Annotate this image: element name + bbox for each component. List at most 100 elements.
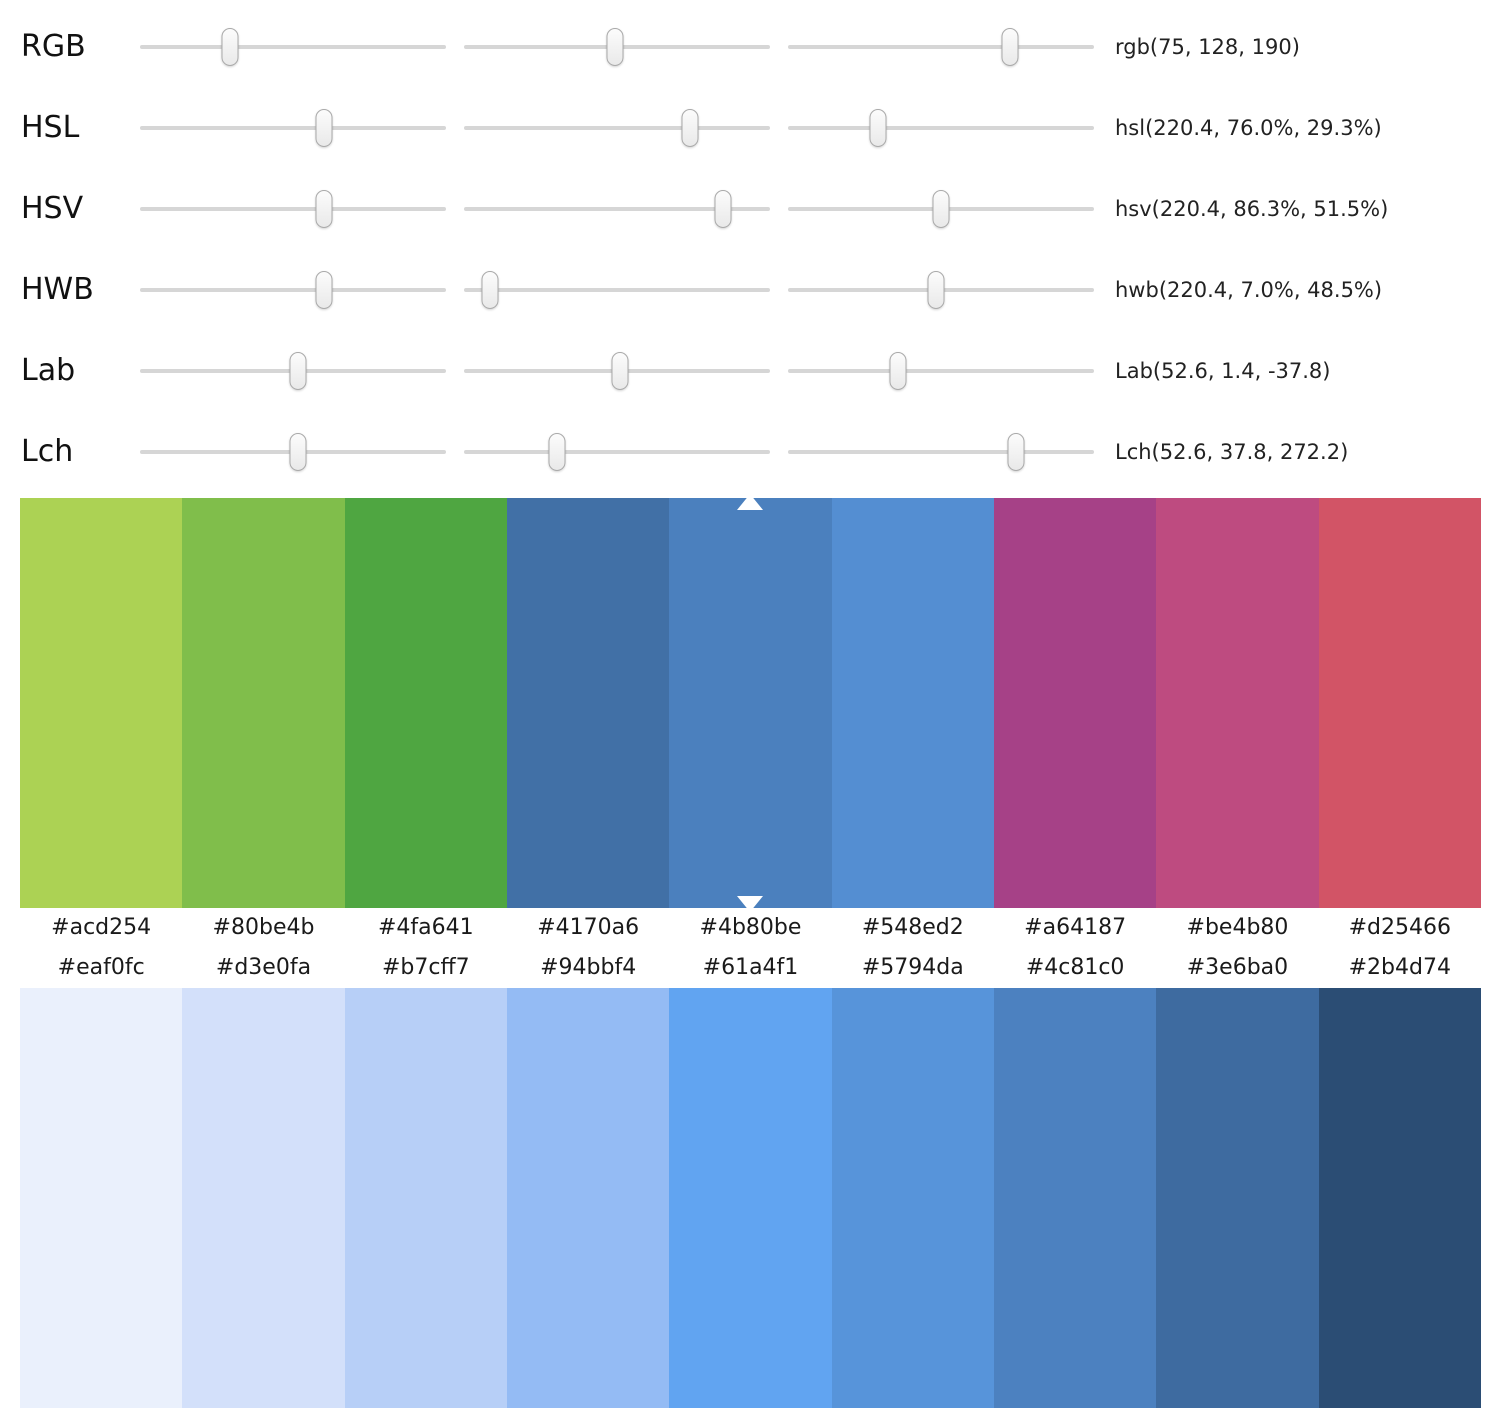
slider-track[interactable] (140, 206, 446, 211)
palette-swatch-a64187[interactable] (993, 498, 1157, 908)
slider-thumb[interactable] (889, 351, 907, 390)
palette-swatch-d3e0fa[interactable] (182, 988, 345, 1408)
palette-swatch-4170a6[interactable] (506, 498, 670, 908)
slider-thumb[interactable] (289, 351, 307, 390)
swatch-hex-label: #a64187 (1024, 915, 1127, 940)
shade-palette-hex-labels: #eaf0fc #d3e0fa #b7cff7 #94bbf4 #61a4f1 #5794… (20, 948, 1481, 988)
slider-thumb[interactable] (481, 270, 499, 309)
palette-swatch-4b80be[interactable] (669, 494, 832, 912)
swatch-hex-label: #4170a6 (537, 915, 640, 940)
palette-swatch-61a4f1[interactable] (669, 988, 832, 1408)
palette-swatch-acd254[interactable] (20, 498, 183, 908)
slider-thumb[interactable] (315, 108, 333, 147)
selected-swatch-marker-top-icon (737, 494, 764, 510)
slider-value-hsl: hsl(220.4, 76.0%, 29.3%) (1115, 115, 1382, 140)
slider-track[interactable] (788, 449, 1094, 454)
slider-row-hsl: HSL hsl(220.4, 76.0%, 29.3%) (0, 87, 1501, 168)
slider-panel: RGB rgb(75, 128, 190) HSL hsl(220.4, 76.0%,… (0, 0, 1501, 492)
slider-hsl-channel-1[interactable] (140, 104, 446, 152)
palette-swatch-d25466[interactable] (1318, 498, 1481, 908)
slider-thumb[interactable] (869, 108, 887, 147)
palette-swatch-3e6ba0[interactable] (1156, 988, 1319, 1408)
palette-swatch-b7cff7[interactable] (344, 988, 507, 1408)
slider-group-hwb (140, 266, 1094, 314)
hue-palette-hex-labels: #acd254 #80be4b #4fa641 #4170a6 #4b80be #548e… (20, 908, 1481, 948)
slider-row-label-lch: Lch (21, 434, 74, 469)
slider-thumb[interactable] (221, 27, 239, 66)
slider-lab-channel-3[interactable] (788, 347, 1094, 395)
slider-track[interactable] (464, 206, 770, 211)
slider-value-rgb: rgb(75, 128, 190) (1115, 34, 1300, 59)
slider-hsv-channel-3[interactable] (788, 185, 1094, 233)
slider-lch-channel-1[interactable] (140, 428, 446, 476)
slider-group-rgb (140, 23, 1094, 71)
slider-rgb-channel-1[interactable] (140, 23, 446, 71)
palette-swatch-be4b80[interactable] (1156, 498, 1319, 908)
palette-swatch-4fa641[interactable] (344, 498, 507, 908)
slider-group-hsl (140, 104, 1094, 152)
palette-swatch-eaf0fc[interactable] (20, 988, 183, 1408)
swatch-hex-label: #4fa641 (377, 915, 474, 940)
palette-swatch-548ed2[interactable] (831, 498, 994, 908)
slider-hsv-channel-1[interactable] (140, 185, 446, 233)
slider-thumb[interactable] (548, 432, 566, 471)
slider-hwb-channel-1[interactable] (140, 266, 446, 314)
slider-lch-channel-3[interactable] (788, 428, 1094, 476)
selected-swatch-marker-bottom-icon (737, 896, 764, 912)
slider-thumb[interactable] (611, 351, 629, 390)
slider-hwb-channel-2[interactable] (464, 266, 770, 314)
palette-swatch-80be4b[interactable] (182, 498, 345, 908)
slider-thumb[interactable] (1007, 432, 1025, 471)
slider-rgb-channel-3[interactable] (788, 23, 1094, 71)
slider-track[interactable] (140, 125, 446, 130)
hue-palette (20, 494, 1481, 912)
slider-lch-channel-2[interactable] (464, 428, 770, 476)
slider-row-rgb: RGB rgb(75, 128, 190) (0, 6, 1501, 87)
slider-thumb[interactable] (606, 27, 624, 66)
slider-hsl-channel-2[interactable] (464, 104, 770, 152)
slider-thumb[interactable] (289, 432, 307, 471)
slider-thumb[interactable] (927, 270, 945, 309)
palette-swatch-2b4d74[interactable] (1318, 988, 1481, 1408)
slider-track[interactable] (464, 449, 770, 454)
slider-lab-channel-1[interactable] (140, 347, 446, 395)
slider-track[interactable] (140, 287, 446, 292)
slider-hsv-channel-2[interactable] (464, 185, 770, 233)
slider-value-lab: Lab(52.6, 1.4, -37.8) (1115, 358, 1331, 383)
slider-track[interactable] (464, 125, 770, 130)
swatch-hex-label: #5794da (861, 955, 964, 980)
slider-thumb[interactable] (315, 189, 333, 228)
slider-value-lch: Lch(52.6, 37.8, 272.2) (1115, 439, 1349, 464)
palette-swatch-4c81c0[interactable] (993, 988, 1157, 1408)
slider-track[interactable] (140, 44, 446, 49)
swatch-hex-label: #acd254 (51, 915, 152, 940)
slider-thumb[interactable] (932, 189, 950, 228)
swatch-hex-label: #61a4f1 (702, 955, 799, 980)
slider-track[interactable] (464, 287, 770, 292)
slider-lab-channel-2[interactable] (464, 347, 770, 395)
slider-hsl-channel-3[interactable] (788, 104, 1094, 152)
palette-swatch-5794da[interactable] (831, 988, 994, 1408)
slider-track[interactable] (788, 125, 1094, 130)
slider-rgb-channel-2[interactable] (464, 23, 770, 71)
slider-thumb[interactable] (714, 189, 732, 228)
slider-thumb[interactable] (1001, 27, 1019, 66)
slider-track[interactable] (788, 368, 1094, 373)
slider-thumb[interactable] (681, 108, 699, 147)
slider-group-lab (140, 347, 1094, 395)
slider-row-lab: Lab Lab(52.6, 1.4, -37.8) (0, 330, 1501, 411)
slider-row-label-hsl: HSL (21, 110, 80, 145)
slider-value-hsv: hsv(220.4, 86.3%, 51.5%) (1115, 196, 1389, 221)
slider-row-label-hsv: HSV (21, 191, 84, 226)
slider-hwb-channel-3[interactable] (788, 266, 1094, 314)
swatch-hex-label: #94bbf4 (540, 955, 637, 980)
slider-thumb[interactable] (315, 270, 333, 309)
swatch-hex-label: #b7cff7 (381, 955, 470, 980)
swatch-hex-label: #be4b80 (1186, 915, 1289, 940)
swatch-hex-label: #d25466 (1348, 915, 1451, 940)
slider-row-lch: Lch Lch(52.6, 37.8, 272.2) (0, 411, 1501, 492)
palette-swatch-94bbf4[interactable] (506, 988, 670, 1408)
swatch-hex-label: #548ed2 (861, 915, 964, 940)
slider-track[interactable] (788, 44, 1094, 49)
